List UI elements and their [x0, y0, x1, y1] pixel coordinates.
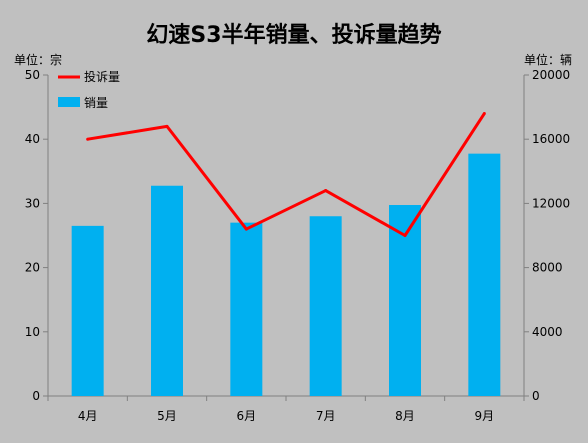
- left-axis-tick-label: 20: [25, 261, 40, 275]
- right-axis-unit: 单位：辆: [524, 52, 572, 67]
- left-axis-tick-label: 50: [25, 68, 40, 82]
- legend-label-complaints: 投诉量: [84, 69, 120, 84]
- right-axis-tick-label: 0: [532, 389, 540, 403]
- right-axis-tick-label: 20000: [532, 68, 570, 82]
- x-axis-tick-label: 9月: [475, 409, 495, 423]
- point-complaints: [165, 124, 169, 128]
- point-complaints: [482, 112, 486, 116]
- left-axis-tick-label: 0: [32, 389, 40, 403]
- bar-sales: [71, 225, 104, 396]
- x-axis-tick-label: 7月: [316, 409, 336, 423]
- bar-sales: [230, 222, 263, 396]
- bar-sales: [151, 185, 183, 396]
- bar-sales: [309, 216, 342, 396]
- legend-label-sales: 销量: [84, 96, 108, 110]
- point-complaints: [324, 189, 328, 193]
- right-axis-tick-label: 8000: [532, 261, 563, 275]
- left-axis-tick-label: 40: [25, 132, 40, 146]
- point-complaints: [403, 234, 407, 237]
- axes: 0 10 20 30 40 50 0 4000 8000 12000 16000 20000 4月 5月 6…: [25, 68, 570, 423]
- x-axis-tick-label: 6月: [237, 409, 257, 423]
- legend-swatch-sales: [58, 97, 80, 107]
- line-series: [86, 112, 486, 237]
- left-axis-unit: 单位：宗: [14, 52, 62, 67]
- bar-sales: [468, 153, 501, 396]
- chart-title: 幻速S3半年销量、投诉量趋势: [146, 22, 441, 48]
- x-axis-tick-label: 4月: [78, 409, 98, 423]
- x-axis-tick-label: 8月: [395, 409, 415, 423]
- right-axis-tick-label: 12000: [532, 196, 570, 210]
- line-complaints: [87, 112, 486, 237]
- point-complaints: [86, 137, 90, 141]
- x-axis-tick-label: 5月: [157, 409, 177, 423]
- left-axis-tick-label: 30: [25, 196, 40, 210]
- left-axis-tick-label: 10: [25, 325, 40, 339]
- right-axis-tick-label: 16000: [532, 132, 570, 146]
- point-complaints: [244, 227, 248, 231]
- bar-series: [71, 153, 501, 396]
- right-axis-tick-label: 4000: [532, 325, 563, 339]
